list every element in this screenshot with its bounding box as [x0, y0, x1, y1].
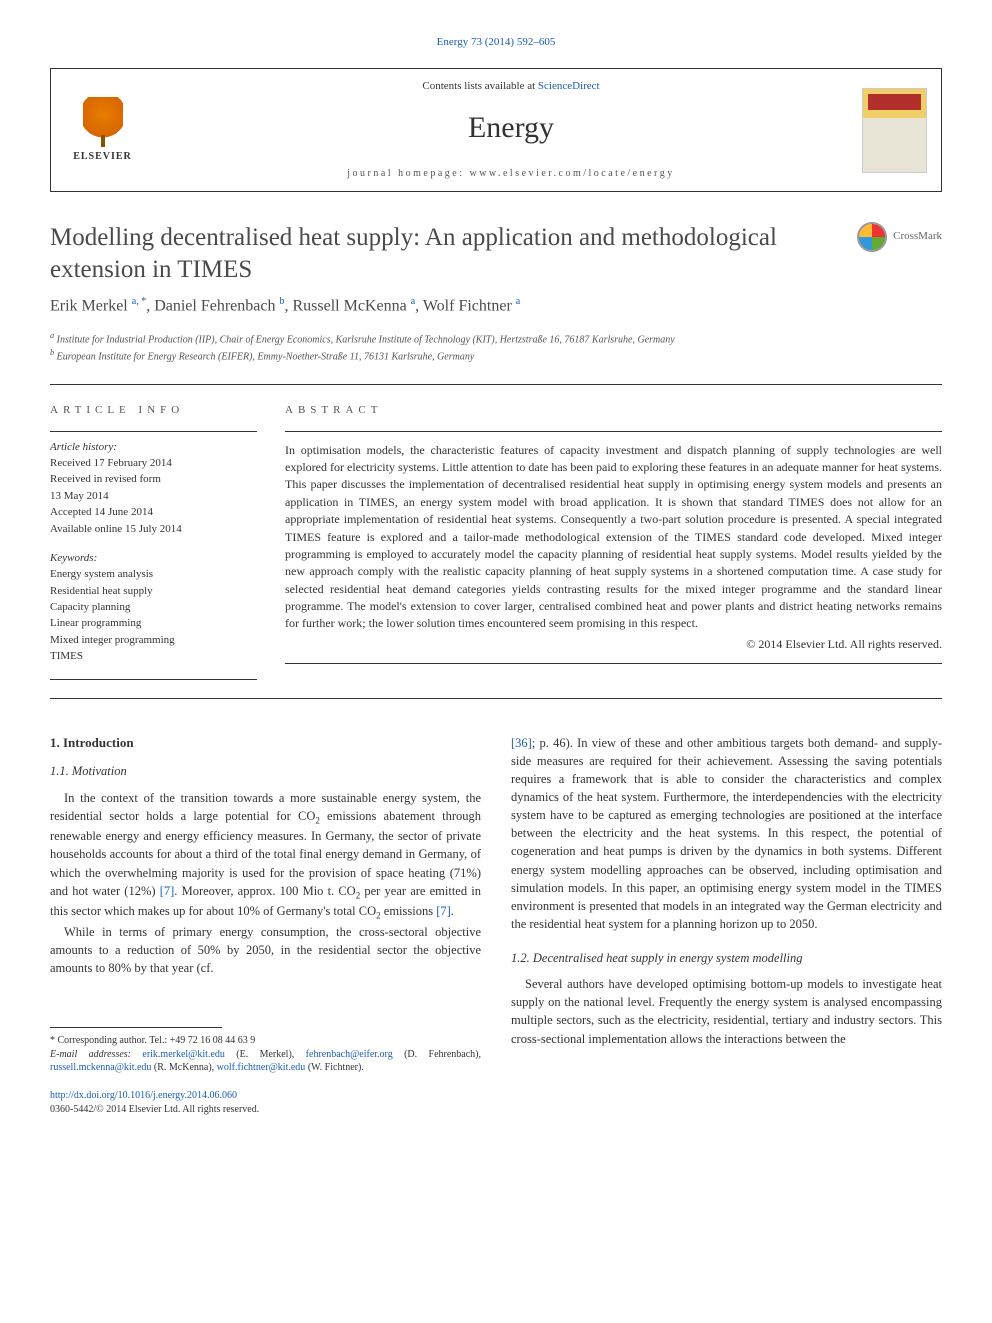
authors-line: Erik Merkel a, *, Daniel Fehrenbach b, R…: [50, 295, 942, 318]
history-line: Available online 15 July 2014: [50, 522, 257, 537]
title-row: Modelling decentralised heat supply: An …: [50, 222, 942, 287]
ref-7-link[interactable]: [7]: [160, 884, 175, 898]
history-line: Received in revised form: [50, 472, 257, 487]
para-4: Several authors have developed optimisin…: [511, 975, 942, 1048]
info-abstract-row: ARTICLE INFO Article history: Received 1…: [50, 385, 942, 679]
article-info-heading: ARTICLE INFO: [50, 403, 257, 418]
email-link[interactable]: wolf.fichtner@kit.edu: [217, 1062, 306, 1073]
journal-name: Energy: [160, 107, 862, 149]
info-divider-bottom: [50, 679, 257, 680]
history-line: Received 17 February 2014: [50, 456, 257, 471]
article-info: ARTICLE INFO Article history: Received 1…: [50, 403, 285, 679]
keyword: Mixed integer programming: [50, 633, 257, 648]
abstract-text: In optimisation models, the characterist…: [285, 442, 942, 633]
contents-prefix: Contents lists available at: [422, 80, 537, 92]
sciencedirect-link[interactable]: ScienceDirect: [538, 80, 600, 92]
keyword: Energy system analysis: [50, 567, 257, 582]
section-1-heading: 1. Introduction: [50, 734, 481, 753]
crossmark-badge[interactable]: CrossMark: [857, 222, 942, 252]
journal-reference: Energy 73 (2014) 592–605: [50, 35, 942, 50]
footnote-separator: [50, 1027, 222, 1028]
affiliations: a Institute for Industrial Production (I…: [50, 330, 942, 365]
para-2: While in terms of primary energy consump…: [50, 923, 481, 977]
keywords-lines: Energy system analysis Residential heat s…: [50, 567, 257, 664]
journal-homepage: journal homepage: www.elsevier.com/locat…: [160, 167, 862, 181]
ref-36-link[interactable]: [36]: [511, 736, 532, 750]
contents-line: Contents lists available at ScienceDirec…: [160, 79, 862, 94]
keyword: Capacity planning: [50, 600, 257, 615]
left-column: 1. Introduction 1.1. Motivation In the c…: [50, 734, 481, 1118]
abstract-divider-bottom: [285, 663, 942, 664]
journal-cover-thumb[interactable]: [862, 88, 927, 173]
email-footnote: E-mail addresses: erik.merkel@kit.edu (E…: [50, 1048, 481, 1075]
doi-link[interactable]: http://dx.doi.org/10.1016/j.energy.2014.…: [50, 1090, 237, 1101]
right-column: [36]; p. 46). In view of these and other…: [511, 734, 942, 1118]
email-link[interactable]: erik.merkel@kit.edu: [142, 1049, 225, 1060]
email-link[interactable]: russell.mckenna@kit.edu: [50, 1062, 151, 1073]
abstract-divider: [285, 431, 942, 432]
article-title: Modelling decentralised heat supply: An …: [50, 222, 837, 287]
elsevier-tree-icon: [83, 97, 123, 147]
history-lines: Received 17 February 2014Received in rev…: [50, 456, 257, 537]
doi-block: http://dx.doi.org/10.1016/j.energy.2014.…: [50, 1089, 481, 1118]
history-line: Accepted 14 June 2014: [50, 505, 257, 520]
crossmark-icon: [857, 222, 887, 252]
history-label: Article history:: [50, 440, 257, 455]
keyword: Residential heat supply: [50, 584, 257, 599]
keyword: TIMES: [50, 649, 257, 664]
keywords-block: Keywords: Energy system analysis Resident…: [50, 551, 257, 665]
keywords-label: Keywords:: [50, 551, 257, 566]
elsevier-label: ELSEVIER: [73, 150, 132, 164]
issn-line: 0360-5442/© 2014 Elsevier Ltd. All right…: [50, 1104, 259, 1115]
corresponding-author: * Corresponding author. Tel.: +49 72 16 …: [50, 1034, 481, 1048]
abstract-copyright: © 2014 Elsevier Ltd. All rights reserved…: [285, 636, 942, 653]
keyword: Linear programming: [50, 616, 257, 631]
crossmark-label: CrossMark: [893, 229, 942, 244]
info-divider: [50, 431, 257, 432]
abstract-block: ABSTRACT In optimisation models, the cha…: [285, 403, 942, 679]
email-link[interactable]: fehrenbach@eifer.org: [306, 1049, 393, 1060]
body-columns: 1. Introduction 1.1. Motivation In the c…: [50, 734, 942, 1118]
section-1-1-heading: 1.1. Motivation: [50, 762, 481, 780]
header-center: Contents lists available at ScienceDirec…: [160, 79, 862, 180]
body-divider: [50, 698, 942, 699]
journal-header: ELSEVIER Contents lists available at Sci…: [50, 68, 942, 191]
elsevier-logo[interactable]: ELSEVIER: [65, 88, 140, 173]
history-line: 13 May 2014: [50, 489, 257, 504]
history-block: Article history: Received 17 February 20…: [50, 440, 257, 537]
section-1-2-heading: 1.2. Decentralised heat supply in energy…: [511, 949, 942, 967]
para-1: In the context of the transition towards…: [50, 789, 481, 923]
ref-7-link-b[interactable]: [7]: [436, 904, 451, 918]
email-label: E-mail addresses:: [50, 1049, 131, 1060]
para-3: [36]; p. 46). In view of these and other…: [511, 734, 942, 933]
abstract-heading: ABSTRACT: [285, 403, 942, 418]
